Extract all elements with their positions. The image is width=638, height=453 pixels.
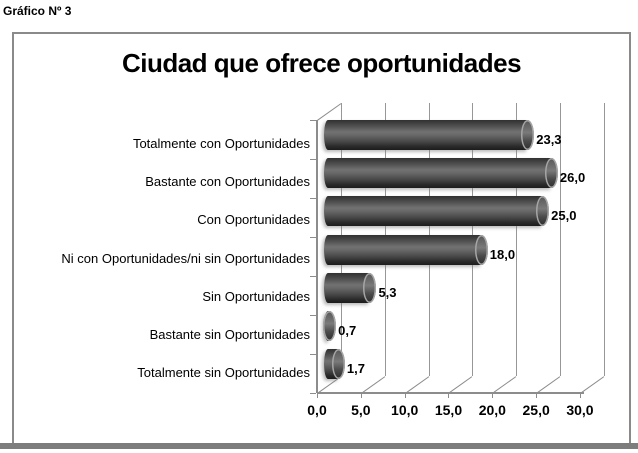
x-axis-tick-label: 30,0 — [566, 402, 594, 418]
figure-caption: Gráfico Nº 3 — [3, 4, 72, 18]
bar — [324, 158, 558, 189]
bar — [324, 120, 535, 150]
x-axis-tick-label: 5,0 — [351, 402, 371, 418]
x-axis-tick-label: 20,0 — [478, 402, 506, 418]
bar-end-cap — [521, 120, 535, 150]
bar-value-label: 25,0 — [551, 208, 577, 224]
category-label: Sin Oportunidades — [202, 288, 310, 304]
x-axis-tick-label: 15,0 — [434, 402, 463, 418]
wall-diagonal — [317, 103, 342, 121]
gridline — [516, 103, 518, 376]
bar-end-cap — [536, 196, 550, 227]
bar-value-label: 5,3 — [378, 284, 397, 300]
y-axis-tick — [310, 315, 316, 316]
y-axis-tick — [310, 276, 316, 277]
bar — [324, 272, 377, 303]
bar-end-cap — [323, 311, 337, 341]
bar-end-cap — [363, 272, 377, 303]
x-axis-tick — [448, 393, 450, 398]
y-axis-tick — [310, 198, 316, 199]
x-axis-tick — [404, 393, 406, 398]
chart-title: Ciudad que ofrece oportunidades — [121, 48, 522, 78]
x-axis-tick-label: 10,0 — [391, 402, 419, 418]
category-label: Bastante con Oportunidades — [145, 174, 310, 190]
bar-end-cap — [544, 158, 558, 189]
category-label: Totalmente con Oportunidades — [132, 136, 310, 151]
x-axis-tick — [492, 393, 494, 398]
x-axis-tick-label: 25,0 — [522, 402, 550, 418]
chart-frame: Ciudad que ofrece oportunidades 0,0 5,0 10… — [12, 32, 631, 443]
y-axis-tick — [310, 237, 316, 238]
bar-value-label: 18,0 — [489, 246, 516, 262]
category-label: Bastante sin Oportunidades — [149, 327, 310, 342]
bar — [324, 349, 345, 380]
bar — [324, 234, 488, 265]
y-axis-tick — [310, 120, 316, 121]
y-axis-tick — [310, 159, 316, 160]
category-label: Ni con Oportunidades/ni sin Oportunidade… — [61, 250, 310, 266]
bar-end-cap — [474, 234, 488, 265]
bar — [323, 311, 337, 341]
y-axis-tick — [310, 393, 316, 394]
x-axis-tick — [360, 393, 362, 398]
x-axis-tick — [579, 393, 581, 398]
bar-value-label: 26,0 — [559, 170, 586, 186]
bar-value-label: 1,7 — [346, 361, 365, 377]
gridline — [603, 103, 605, 376]
bar-end-cap — [331, 349, 345, 380]
gridline — [560, 103, 562, 376]
x-axis-tick — [317, 393, 318, 398]
bar-value-label: 0,7 — [338, 323, 357, 338]
bar — [324, 196, 550, 227]
y-axis-tick — [310, 354, 316, 355]
x-axis-tick-label: 0,0 — [307, 402, 327, 418]
category-label: Totalmente sin Oportunidades — [137, 365, 310, 381]
y-axis-line — [316, 120, 318, 393]
bar-value-label: 23,3 — [536, 132, 562, 147]
plot-area: 0,0 5,0 10,0 15,0 20,0 25,0 30,0 23,3 Totalmente… — [14, 34, 629, 443]
x-axis-line — [317, 392, 584, 394]
category-label: Con Oportunidades — [197, 212, 310, 228]
x-axis-tick — [536, 393, 538, 398]
bottom-separator — [0, 443, 638, 449]
